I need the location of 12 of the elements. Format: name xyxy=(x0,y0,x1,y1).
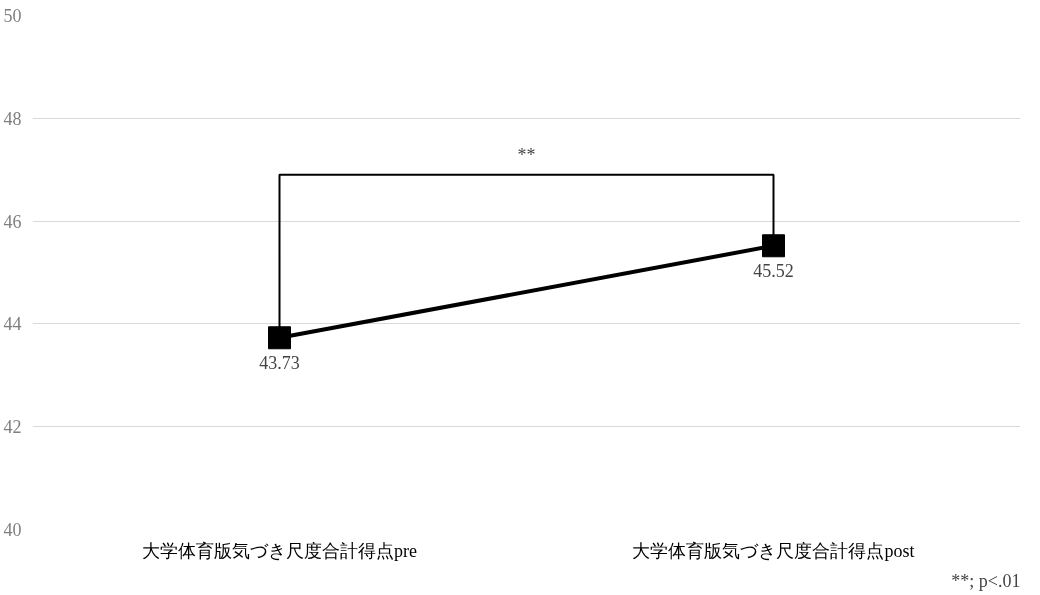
data-label: 45.52 xyxy=(753,260,794,281)
y-tick-label: 40 xyxy=(3,520,22,540)
y-tick-label: 46 xyxy=(3,211,22,232)
y-tick-label: 50 xyxy=(3,6,22,26)
annotation: ** xyxy=(517,144,536,165)
x-tick-label: 大学体育版気づき尺度合計得点post xyxy=(632,540,915,561)
text: **; p<.01 xyxy=(951,570,1021,591)
y-tick-label: 48 xyxy=(3,108,22,129)
y-tick-label: 42 xyxy=(3,417,22,438)
y-tick-label: 44 xyxy=(3,314,22,335)
data-label: 43.73 xyxy=(259,352,300,373)
x-tick-label: 大学体育版気づき尺度合計得点pre xyxy=(142,540,417,561)
